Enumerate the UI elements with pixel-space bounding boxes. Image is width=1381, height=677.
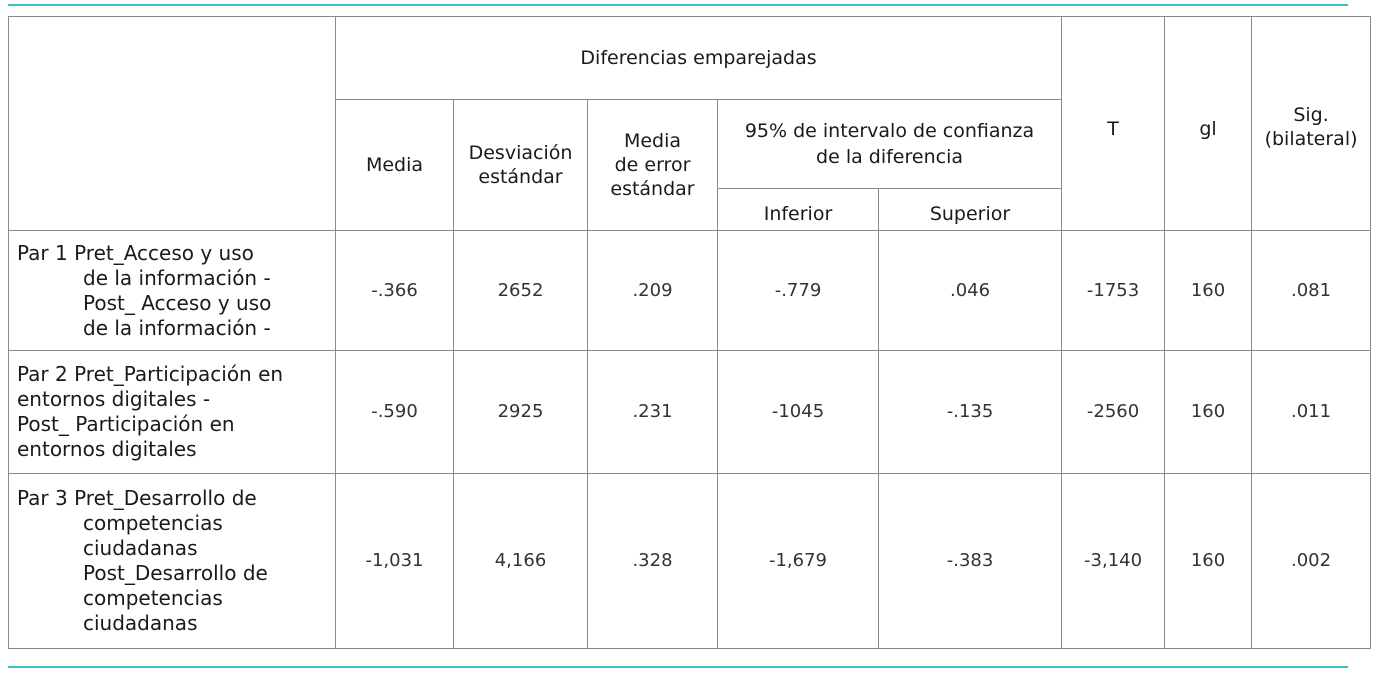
- paired-differences-table: Diferencias emparejadas T gl Sig. (bilat…: [8, 16, 1372, 649]
- row-label-line: Par 2 Pret_Participación en: [17, 362, 284, 386]
- header-media: Media: [335, 99, 454, 231]
- cell-error: .231: [587, 350, 718, 474]
- cell-desviacion: 4,166: [453, 473, 588, 649]
- bottom-rule: [8, 666, 1348, 668]
- header-gl: gl: [1164, 16, 1253, 231]
- header-ci-line-2: de la diferencia: [816, 146, 963, 168]
- cell-gl: 160: [1164, 473, 1253, 649]
- cell-inferior: -.779: [717, 230, 879, 351]
- header-sig: Sig. (bilateral): [1251, 16, 1372, 231]
- cell-superior: -.135: [877, 350, 1063, 474]
- header-t-label: T: [1107, 118, 1119, 140]
- cell-superior: -.383: [877, 473, 1063, 649]
- cell-gl: 160: [1164, 230, 1253, 351]
- cell-gl: 160: [1164, 350, 1253, 474]
- cell-media: -.366: [335, 230, 454, 351]
- row-label-line: competencias: [83, 586, 223, 610]
- header-error-line-1: Media: [623, 130, 682, 152]
- header-error-line-2: de error: [614, 154, 691, 176]
- cell-t: -1753: [1061, 230, 1166, 351]
- row-label-line: ciudadanas: [83, 611, 198, 635]
- header-inferior-label: Inferior: [763, 203, 833, 225]
- header-ci: 95% de intervalo de confianza de la dife…: [716, 99, 1063, 189]
- cell-media: -1,031: [335, 473, 454, 649]
- cell-inferior: -1045: [717, 350, 879, 474]
- header-desviacion: Desviación estándar: [453, 99, 588, 231]
- header-desviacion-line-2: estándar: [478, 166, 563, 188]
- header-superior: Superior: [877, 188, 1063, 231]
- header-gl-label: gl: [1199, 118, 1217, 140]
- row-label-line: Par 3 Pret_Desarrollo de: [17, 486, 257, 510]
- cell-sig: .002: [1251, 473, 1372, 649]
- header-row-top: Diferencias emparejadas T gl Sig. (bilat…: [8, 16, 1372, 231]
- header-error: Media de error estándar: [587, 99, 718, 231]
- header-row-bottom: Inferior Superior: [9, 188, 1371, 231]
- top-rule: [8, 4, 1348, 6]
- row-label: Par 1 Pret_Acceso y uso de la informació…: [8, 230, 336, 351]
- header-media-label: Media: [365, 154, 424, 176]
- table-row: Par 2 Pret_Participación en entornos dig…: [8, 350, 1372, 474]
- cell-desviacion: 2652: [453, 230, 588, 351]
- header-group-label: Diferencias emparejadas: [580, 47, 817, 69]
- table-row: Par 3 Pret_Desarrollo de competencias ci…: [8, 473, 1372, 649]
- header-row-middle: Media Desviación estándar Media de error…: [9, 99, 1371, 231]
- header-t: T: [1061, 16, 1166, 231]
- header-inferior: Inferior: [717, 188, 879, 231]
- row-label-line: Par 1 Pret_Acceso y uso: [17, 240, 254, 265]
- cell-superior: .046: [877, 230, 1063, 351]
- header-superior-label: Superior: [929, 203, 1011, 225]
- header-desviacion-line-1: Desviación: [468, 142, 573, 164]
- cell-sig: .081: [1251, 230, 1372, 351]
- row-label-line: Post_Desarrollo de: [83, 561, 268, 585]
- header-paired-differences: Diferencias emparejadas: [334, 16, 1063, 100]
- cell-t: -2560: [1061, 350, 1166, 474]
- row-label: Par 3 Pret_Desarrollo de competencias ci…: [8, 473, 336, 649]
- cell-desviacion: 2925: [453, 350, 588, 474]
- cell-inferior: -1,679: [717, 473, 879, 649]
- cell-t: -3,140: [1061, 473, 1166, 649]
- header-error-line-3: estándar: [610, 178, 695, 200]
- row-label-line: competencias: [83, 511, 223, 535]
- cell-error: .328: [587, 473, 718, 649]
- cell-sig: .011: [1251, 350, 1372, 474]
- row-label-line: entornos digitales -: [17, 387, 211, 411]
- header-corner-cell: [8, 16, 336, 231]
- row-label-line: ciudadanas: [83, 536, 198, 560]
- cell-media: -.590: [335, 350, 454, 474]
- row-label-line: de la información -: [83, 265, 271, 290]
- header-ci-line-1: 95% de intervalo de confianza: [744, 120, 1035, 142]
- row-label: Par 2 Pret_Participación en entornos dig…: [8, 350, 336, 474]
- row-label-line: entornos digitales: [17, 437, 197, 461]
- row-label-line: de la información -: [83, 315, 271, 340]
- header-sig-line-1: Sig.: [1293, 104, 1329, 126]
- header-sig-line-2: (bilateral): [1264, 128, 1358, 150]
- row-label-line: Post_ Participación en: [17, 412, 235, 436]
- row-label-line: Post_ Acceso y uso: [83, 290, 272, 315]
- table-row: Par 1 Pret_Acceso y uso de la informació…: [8, 230, 1372, 351]
- cell-error: .209: [587, 230, 718, 351]
